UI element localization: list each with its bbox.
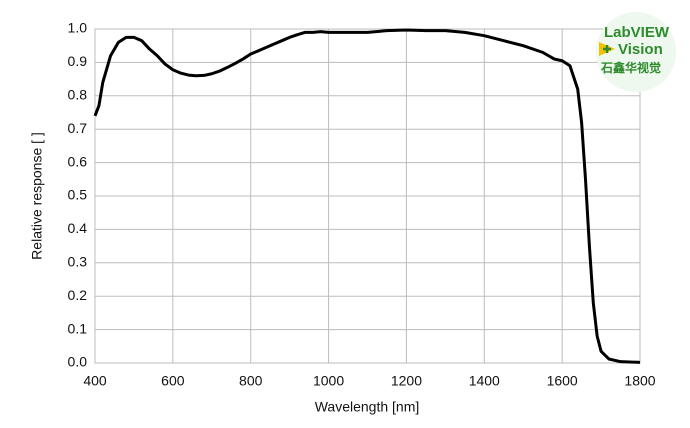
y-axis-label: Relative response [ ] [29, 132, 45, 260]
y-tick-label: 0.9 [68, 53, 88, 69]
y-tick-label: 0.7 [68, 120, 88, 136]
x-tick-label: 1000 [313, 373, 344, 389]
y-tick-label: 0.4 [68, 220, 88, 236]
y-tick-label: 0.5 [68, 187, 88, 203]
x-tick-label: 1400 [469, 373, 500, 389]
watermark-bg [596, 12, 676, 92]
watermark-plus [603, 45, 611, 53]
y-tick-label: 0.8 [68, 87, 88, 103]
x-tick-label: 1200 [391, 373, 422, 389]
y-tick-label: 0.6 [68, 153, 88, 169]
watermark-line3: 石鑫华视觉 [600, 60, 661, 75]
x-axis-label: Wavelength [nm] [315, 399, 420, 415]
watermark-line2: Vision [618, 41, 663, 58]
y-tick-label: 0.3 [68, 254, 88, 270]
x-tick-label: 400 [83, 373, 107, 389]
y-tick-label: 0.2 [68, 287, 88, 303]
y-tick-label: 0.1 [68, 320, 88, 336]
x-tick-label: 1600 [547, 373, 578, 389]
x-tick-label: 600 [161, 373, 185, 389]
y-tick-label: 1.0 [68, 20, 88, 36]
watermark: LabVIEW Vision 石鑫华视觉 [596, 12, 676, 92]
y-tick-label: 0.0 [68, 354, 88, 370]
x-tick-label: 1800 [624, 373, 655, 389]
line [93, 28, 641, 364]
x-tick-label: 800 [239, 373, 263, 389]
watermark-line1: LabVIEW [604, 24, 670, 41]
